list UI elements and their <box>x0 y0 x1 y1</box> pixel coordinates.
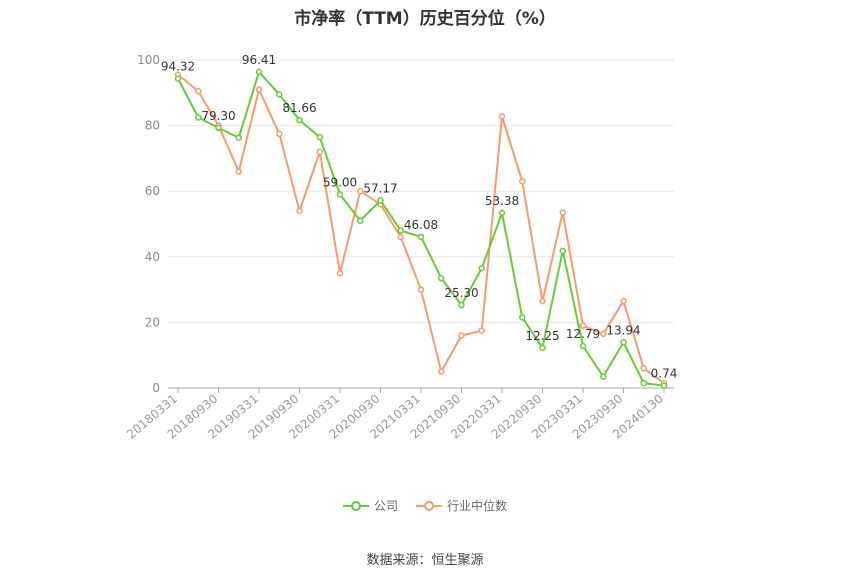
legend-item-industry-median[interactable]: 行业中位数 <box>416 497 507 514</box>
data-point-industry-median <box>296 207 303 215</box>
data-point-company <box>417 233 425 241</box>
data-label: 96.41 <box>242 53 276 67</box>
data-point-company <box>174 75 182 82</box>
data-point-industry-median <box>417 286 425 293</box>
legend: 公司 行业中位数 <box>0 497 850 514</box>
data-point-company <box>296 116 303 124</box>
data-point-industry-median <box>620 297 627 305</box>
data-point-company <box>276 91 283 98</box>
legend-swatch-company <box>342 500 369 511</box>
data-point-company <box>478 265 485 272</box>
y-tick-label: 0 <box>152 381 160 395</box>
data-point-industry-median <box>195 87 202 95</box>
data-point-industry-median <box>498 113 506 120</box>
data-point-industry-median <box>255 86 263 93</box>
data-point-company <box>640 379 647 387</box>
data-label: 13.94 <box>606 323 640 337</box>
data-point-industry-median <box>336 269 344 277</box>
legend-item-company[interactable]: 公司 <box>342 497 398 514</box>
series-lines <box>174 68 668 389</box>
y-axis-ticks: 0 20 40 60 80 100 <box>137 53 160 395</box>
data-point-company <box>316 133 323 141</box>
data-point-company <box>600 373 607 380</box>
data-point-industry-median <box>438 368 445 375</box>
data-label: 94.32 <box>161 60 195 74</box>
data-point-industry-median <box>539 297 546 305</box>
y-tick-label: 20 <box>145 315 160 329</box>
source-note: 数据来源：恒生聚源 <box>366 553 484 568</box>
y-tick-label: 100 <box>137 53 160 67</box>
data-point-company <box>660 382 668 389</box>
data-point-industry-median <box>600 330 607 338</box>
data-point-industry-median <box>276 130 283 138</box>
data-point-industry-median <box>640 365 647 372</box>
data-point-company <box>620 339 627 346</box>
legend-label-industry-median: 行业中位数 <box>447 499 508 513</box>
x-axis: 2018033120180930201903312019093020200331… <box>124 387 674 442</box>
data-point-company <box>519 314 526 321</box>
data-point-industry-median <box>458 332 465 339</box>
data-label: 12.79 <box>566 327 600 341</box>
data-point-company <box>559 247 566 255</box>
data-point-company <box>215 124 222 132</box>
data-point-industry-median <box>559 209 566 216</box>
data-point-industry-median <box>478 327 485 334</box>
data-point-industry-median <box>397 233 404 241</box>
data-label: 46.08 <box>404 218 438 232</box>
data-label: 12.25 <box>525 329 559 343</box>
data-point-company <box>539 344 546 352</box>
data-point-company <box>255 68 263 76</box>
data-point-company <box>438 274 445 282</box>
legend-label-company: 公司 <box>373 499 398 513</box>
data-point-company <box>579 342 587 350</box>
data-label: 81.66 <box>282 101 316 115</box>
data-label: 53.38 <box>485 194 519 208</box>
data-point-company <box>498 209 506 217</box>
data-label: 57.17 <box>363 181 397 195</box>
data-point-company <box>357 217 364 224</box>
data-point-industry-median <box>316 148 323 156</box>
y-tick-label: 40 <box>145 250 160 264</box>
grid-lines <box>168 59 674 323</box>
data-point-industry-median <box>519 178 526 185</box>
data-point-company <box>235 134 242 141</box>
y-tick-label: 80 <box>145 119 160 133</box>
data-point-industry-median <box>579 322 587 329</box>
data-point-company <box>458 301 465 309</box>
data-point-company <box>195 114 202 121</box>
data-point-industry-median <box>235 168 242 175</box>
data-labels: 94.32 79.30 96.41 81.66 59.00 57.17 46.08 25.30… <box>161 53 678 381</box>
chart-title: 市净率（TTM）历史百分位（%） <box>294 9 556 29</box>
legend-swatch-industry-median <box>416 500 442 511</box>
data-point-company <box>336 191 344 198</box>
data-label: 0.74 <box>651 367 678 381</box>
data-point-company <box>377 197 384 204</box>
y-tick-label: 60 <box>145 184 160 198</box>
data-label: 25.30 <box>444 286 478 300</box>
data-point-industry-median <box>357 187 364 195</box>
data-label: 79.30 <box>201 109 235 123</box>
data-label: 59.00 <box>323 175 357 189</box>
data-point-company <box>397 227 404 234</box>
